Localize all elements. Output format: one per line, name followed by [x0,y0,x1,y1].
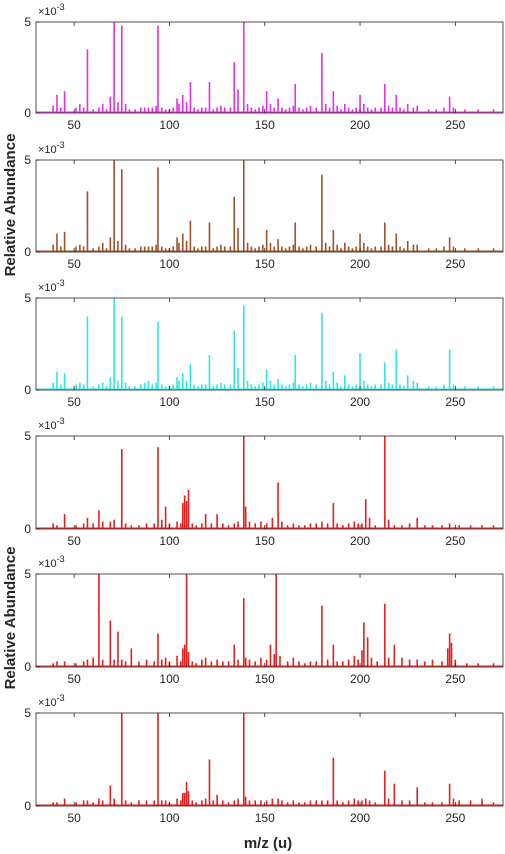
spectrum-panel-1: 50 100 150 200 250 0 5 ×10-3 [24,2,504,132]
axes-box [35,573,504,668]
y-tick-label: 0 [24,799,31,813]
x-tick-label: 150 [255,395,275,409]
x-tick-label: 250 [445,672,465,686]
x-tick-label: 50 [67,118,81,132]
x-tick-label: 200 [350,257,370,271]
x-tick-label: 150 [255,672,275,686]
y-axis-label-top: Relative Abundance [2,134,19,277]
x-tick-label: 50 [67,811,81,825]
y-tick-label: 0 [24,522,31,536]
spectrum-panel-3: 50 100 150 200 250 0 5 ×10-3 [24,278,504,409]
x-tick-label: 50 [67,534,81,548]
x-tick-label: 50 [67,257,81,271]
x-tick-label: 50 [67,395,81,409]
plot-area [36,22,503,113]
x-tick-label: 250 [445,257,465,271]
x-tick-label: 100 [159,257,179,271]
x-tick-label: 250 [445,118,465,132]
x-tick-label: 150 [255,534,275,548]
x-tick-label: 250 [445,395,465,409]
x-tick-label: 100 [159,395,179,409]
y-tick-label: 0 [24,245,31,259]
spectrum-panel-4: 50 100 150 200 250 0 5 ×10-3 [24,416,504,548]
plot-area [36,298,503,390]
x-axis-label: m/z (u) [244,835,292,852]
y-tick-label: 0 [24,660,31,674]
y-axis-label-bottom: Relative Abundance [2,547,19,690]
x-tick-label: 250 [445,534,465,548]
spectrum-panel-5: 50 100 150 200 250 0 5 ×10-3 [24,554,504,686]
x-tick-label: 200 [350,672,370,686]
x-tick-label: 100 [159,118,179,132]
plot-area [36,436,503,529]
axes-box [35,435,504,530]
spectrum-panel-2: 50 100 150 200 250 0 5 ×10-3 [24,140,504,271]
y-exponent-label: ×10-3 [38,693,65,709]
x-tick-label: 100 [159,811,179,825]
x-tick-label: 150 [255,118,275,132]
y-exponent-label: ×10-3 [38,140,65,156]
x-tick-label: 100 [159,534,179,548]
y-exponent-label: ×10-3 [38,416,65,432]
x-tick-label: 150 [255,257,275,271]
x-tick-label: 200 [350,395,370,409]
axes-box [35,21,504,114]
x-tick-label: 200 [350,534,370,548]
y-tick-label: 5 [24,567,31,581]
axes-box [35,297,504,391]
x-tick-label: 100 [159,672,179,686]
plot-area [36,574,503,667]
y-tick-label: 5 [24,291,31,305]
x-tick-label: 150 [255,811,275,825]
x-tick-label: 200 [350,118,370,132]
y-tick-label: 5 [24,15,31,29]
y-tick-label: 0 [24,383,31,397]
spectrum-panel-6: 50 100 150 200 250 0 5 ×10-3 [24,693,504,825]
plot-area [36,713,503,806]
plot-area [36,160,503,252]
y-exponent-label: ×10-3 [38,278,65,294]
x-tick-label: 200 [350,811,370,825]
axes-box [35,712,504,807]
y-tick-label: 5 [24,429,31,443]
y-tick-label: 5 [24,706,31,720]
y-exponent-label: ×10-3 [38,554,65,570]
y-tick-label: 0 [24,106,31,120]
axes-box [35,159,504,253]
x-tick-label: 50 [67,672,81,686]
y-exponent-label: ×10-3 [38,2,65,18]
x-tick-label: 250 [445,811,465,825]
y-tick-label: 5 [24,153,31,167]
